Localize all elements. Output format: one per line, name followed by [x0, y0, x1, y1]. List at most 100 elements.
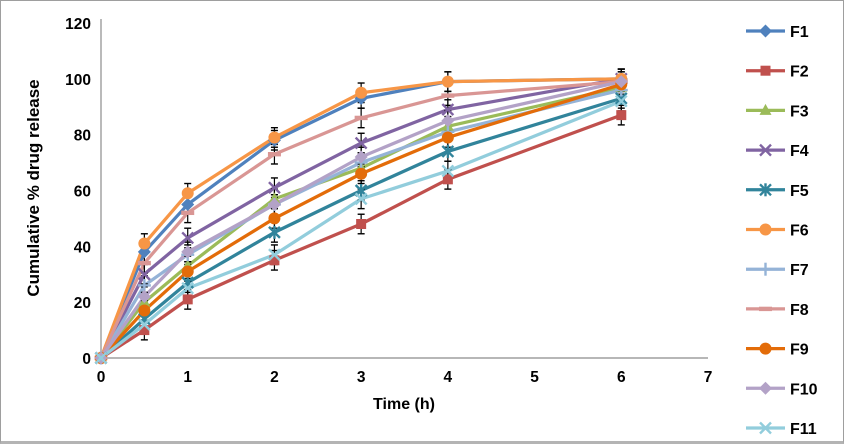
- x-tick-label: 3: [357, 369, 366, 386]
- circle-marker: [759, 342, 772, 355]
- y-tick-labels: 0 20 40 60 80 100 120: [65, 16, 91, 368]
- square-marker: [616, 110, 627, 121]
- circle-marker: [181, 265, 194, 278]
- legend-item-F7: F7: [746, 262, 809, 279]
- legend-label: F6: [790, 223, 809, 240]
- x-marker: [181, 281, 195, 295]
- legend-item-F2: F2: [746, 64, 809, 81]
- x-tick-label: 2: [270, 369, 279, 386]
- y-tick-label: 20: [74, 295, 91, 312]
- legend-label: F3: [790, 103, 809, 120]
- diamond-marker: [137, 245, 151, 259]
- triangle-marker: [268, 192, 281, 204]
- legend-item-F9: F9: [746, 342, 809, 359]
- circle-marker: [268, 131, 281, 144]
- plus-marker: [759, 262, 772, 276]
- diamond-marker: [759, 381, 772, 395]
- legend-item-F1: F1: [746, 24, 809, 41]
- dash-marker: [354, 115, 368, 121]
- x-marker: [94, 351, 108, 365]
- dash-marker: [267, 152, 281, 157]
- square-marker: [442, 174, 453, 185]
- diamond-marker: [267, 197, 281, 211]
- y-tick-label: 120: [65, 16, 91, 33]
- legend-item-F6: F6: [746, 223, 809, 240]
- square-marker: [182, 294, 193, 305]
- legend-label: F7: [790, 262, 809, 279]
- circle-marker: [355, 167, 368, 180]
- square-marker: [269, 255, 280, 266]
- legend-item-F3: F3: [746, 103, 809, 120]
- legend-label: F8: [790, 302, 809, 319]
- legend-label: F5: [790, 183, 809, 200]
- dash-marker: [181, 210, 195, 216]
- square-marker: [139, 325, 150, 336]
- circle-marker: [268, 212, 281, 225]
- asterisk-marker: [759, 183, 772, 197]
- y-tick-label: 100: [65, 72, 91, 89]
- triangle-marker: [759, 103, 772, 115]
- x-marker: [181, 231, 195, 245]
- x-axis-title: Time (h): [373, 396, 435, 413]
- legend-item-F5: F5: [746, 183, 809, 200]
- circle-marker: [181, 187, 194, 200]
- x-marker: [268, 181, 281, 195]
- legend-label: F11: [790, 421, 817, 438]
- plus-marker: [137, 278, 151, 292]
- dash-marker: [441, 93, 455, 98]
- x-marker: [759, 143, 772, 157]
- asterisk-marker: [441, 144, 455, 158]
- y-tick-label: 40: [74, 239, 91, 256]
- x-tick-label: 7: [704, 369, 713, 386]
- y-tick-label: 0: [82, 351, 91, 368]
- circle-marker: [441, 131, 454, 144]
- x-marker: [268, 248, 281, 262]
- square-marker: [356, 219, 367, 229]
- circle-marker: [138, 237, 151, 250]
- x-marker: [138, 267, 151, 281]
- series-markers: [94, 72, 628, 365]
- diamond-marker: [354, 150, 368, 164]
- x-marker: [138, 318, 151, 331]
- x-tick-label: 6: [617, 369, 626, 386]
- legend-label: F9: [790, 342, 809, 359]
- square-marker: [760, 65, 771, 76]
- y-tick-label: 60: [74, 184, 91, 201]
- legend-label: F4: [790, 143, 809, 160]
- y-axis-title: Cumulative % drug release: [24, 79, 43, 297]
- x-tick-label: 4: [444, 369, 453, 386]
- x-tick-labels: 0 1 2 3 4 5 6 7: [97, 369, 713, 386]
- x-tick-label: 5: [530, 369, 539, 386]
- legend-label: F10: [790, 381, 818, 398]
- x-marker: [441, 103, 455, 116]
- x-marker: [759, 421, 772, 435]
- x-marker: [354, 192, 368, 206]
- legend-item-F10: F10: [746, 381, 818, 398]
- dash-marker: [759, 306, 772, 312]
- x-marker: [354, 136, 368, 150]
- legend-item-F11: F11: [746, 421, 817, 438]
- legend-item-F4: F4: [746, 143, 809, 160]
- legend-item-F8: F8: [746, 302, 809, 319]
- circle-marker: [759, 223, 772, 236]
- x-tick-label: 1: [183, 369, 192, 386]
- circle-marker: [355, 86, 368, 99]
- diamond-marker: [181, 197, 195, 211]
- circle-marker: [441, 75, 454, 88]
- legend-label: F2: [790, 64, 809, 81]
- diamond-marker: [137, 290, 151, 304]
- x-marker: [441, 164, 455, 178]
- dash-marker: [137, 260, 151, 266]
- legend-label: F1: [790, 24, 809, 41]
- circle-marker: [138, 304, 151, 317]
- diamond-marker: [181, 245, 195, 259]
- asterisk-marker: [268, 225, 281, 239]
- series-F11-markers: [94, 94, 628, 365]
- y-tick-label: 80: [74, 128, 91, 145]
- x-tick-label: 0: [97, 369, 106, 386]
- error-bars: [140, 68, 625, 341]
- diamond-marker: [441, 114, 455, 128]
- legend: F1 F2 F3 F4 F5 F6 F7 F8 F9 F10 F11: [746, 24, 818, 438]
